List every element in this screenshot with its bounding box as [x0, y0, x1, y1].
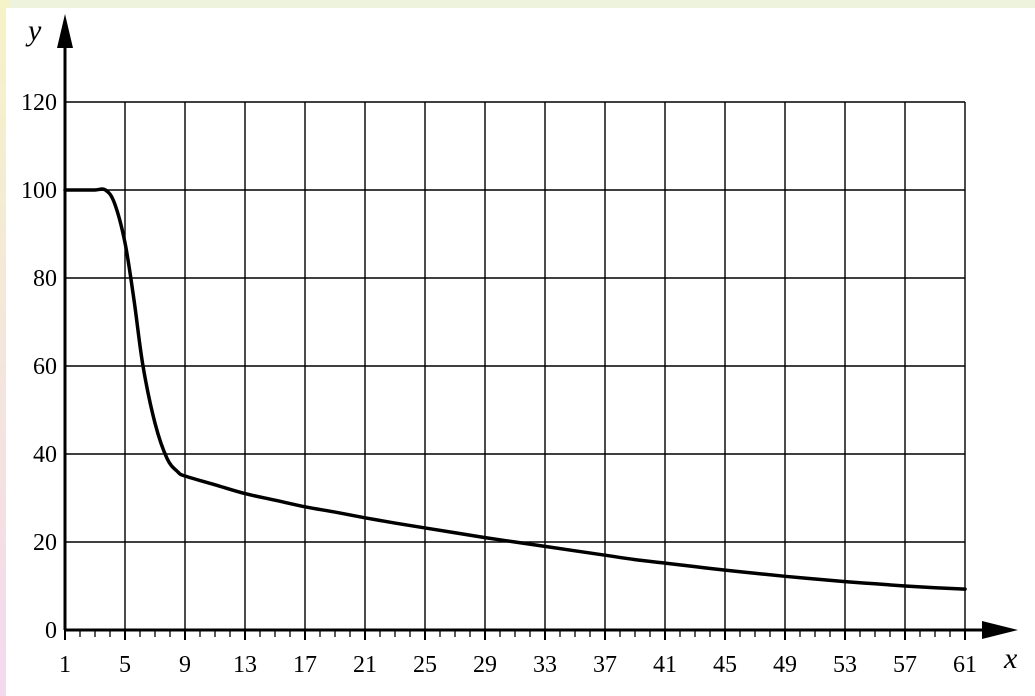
- x-axis-arrow: [982, 621, 1018, 639]
- x-tick-label: 45: [713, 652, 737, 678]
- y-tick-label: 80: [33, 266, 57, 292]
- y-tick-label: 0: [45, 618, 57, 644]
- series-line: [63, 187, 967, 591]
- x-tick-label: 9: [179, 652, 191, 678]
- page-edge-strip: [0, 0, 10, 696]
- data-series: [63, 187, 967, 591]
- x-tick-label: 25: [413, 652, 437, 678]
- x-tick-label: 17: [293, 652, 317, 678]
- x-tick-label: 21: [353, 652, 377, 678]
- x-tick-label: 1: [59, 652, 71, 678]
- x-tick-label: 53: [833, 652, 857, 678]
- x-tick-label: 61: [953, 652, 977, 678]
- x-tick-label: 5: [119, 652, 131, 678]
- grid-lines: [65, 101, 966, 630]
- x-tick-label: 29: [473, 652, 497, 678]
- y-tick-label: 100: [21, 178, 57, 204]
- y-tick-label: 40: [33, 442, 57, 468]
- y-tick-label: 20: [33, 530, 57, 556]
- x-tick-label: 49: [773, 652, 797, 678]
- x-tick-label: 57: [893, 652, 917, 678]
- x-tick-label: 13: [233, 652, 257, 678]
- y-tick-labels: 0 20 40 60 80 100 120: [21, 90, 57, 644]
- x-axis-label: x: [1003, 642, 1018, 675]
- y-tick-label: 60: [33, 354, 57, 380]
- x-tick-label: 41: [653, 652, 677, 678]
- axes: [57, 14, 1018, 639]
- x-tick-labels: 1 5 9 13 17 21 25 29 33 37 41 45 49 53 57 61: [59, 652, 977, 678]
- y-axis-label: y: [25, 14, 42, 47]
- y-tick-label: 120: [21, 90, 57, 116]
- x-tick-label: 33: [533, 652, 557, 678]
- y-axis-arrow: [57, 14, 73, 48]
- x-tick-label: 37: [593, 652, 617, 678]
